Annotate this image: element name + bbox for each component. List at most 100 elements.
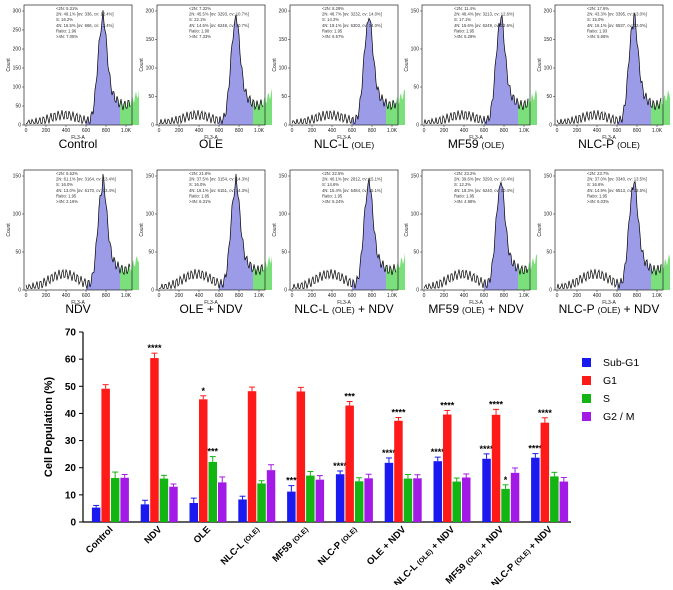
y-tick-label: 70 [65,328,77,339]
y-tick-label: 50 [413,85,419,91]
panel-caption: MF59 (OLE) + NDV [428,302,523,316]
x-tick-label: 800 [102,128,111,134]
bar [199,399,208,522]
y-tick-label: 0 [284,123,287,129]
y-tick-label: 50 [281,94,287,100]
y-tick-label: 0 [18,123,21,129]
x-tick-label: 600 [480,128,489,134]
stat-line: 2N: 49.1% [ov: 336, cv: 12.4%] [56,12,114,17]
stat-line: >4N: 5.29% [454,34,476,39]
plot-frame [289,4,399,126]
bar [287,491,296,522]
histogram-curve [159,173,264,290]
x-tick-label: 800 [368,128,377,134]
bar [91,507,101,522]
bar [443,414,452,522]
y-tick-label: 0 [151,123,154,129]
panel-caption: NLC-L (OLE) [314,137,375,151]
histogram-panel: 0 200 400 600 800 1.0K FL3-A 0 50 100 150 200 Count <… [537,4,670,151]
x-tick-label: 200 [308,293,317,299]
bar [403,478,413,522]
stat-line: S: 16.6% [587,182,604,187]
y-tick-label: 50 [413,250,419,256]
y-axis-label: Count [6,58,12,72]
panel-caption: Control [59,137,98,151]
stat-line: Ratio: 1.93 [587,28,608,33]
y-tick-label: 100 [13,212,22,218]
histogram-panel: 0 200 400 600 800 1.0K FL3-A 0 50 100 150 Count <2N:… [272,169,405,316]
stat-line: 2N: 48.4% [ov: 3213, cv: 12.6%] [454,12,514,17]
bar [550,476,559,522]
x-tick-label: 1.0K [387,293,398,299]
legend-label: Sub-G1 [603,357,639,369]
s-phase-fill [253,255,272,290]
panel-caption: NDV [65,302,90,316]
x-tick-label: 400 [593,293,602,299]
x-axis-label: FL3-A [602,300,616,306]
stat-line: Ratio: 1.95 [322,193,343,198]
category-subscript: (OLE) [243,526,261,544]
g1-peak-fill [86,10,120,126]
histogram-plot: 0 200 400 600 800 1.0K FL3-A 0 50 100 150 Count <2N:… [404,4,537,141]
histogram-plot: 0 200 400 600 800 1.0K FL3-A 0 50 100 150 200 Count <… [537,4,670,141]
significance-label: *** [207,447,218,457]
x-axis-label: FL3-A [337,300,351,306]
x-tick-label: 200 [175,293,184,299]
histogram-curve [556,180,662,290]
stat-line: S: 16.0% [56,182,73,187]
caption-subscript: (OLE) [352,140,375,150]
g1-peak-fill [352,18,386,125]
y-tick-label: 0 [151,288,154,294]
g1-peak-fill [352,178,386,290]
stat-line: S: 22.1% [189,17,206,22]
histogram-panel: 0 200 400 600 800 1.0K FL3-A 0 50 100 150 200 Count <… [139,4,272,151]
y-tick-label: 100 [544,66,553,72]
x-tick-label: 600 [82,293,91,299]
x-tick-label: 400 [195,293,204,299]
panel-caption: MF59 (OLE) [448,137,505,151]
bar [120,477,129,522]
bar [110,478,120,522]
stat-line: Ratio: 1.95 [56,193,77,198]
x-axis-label: FL3-A [469,300,483,306]
y-tick-label: 40 [65,409,77,420]
stat-line: 4N: 16.1% [ov: 6151, cv: 14.3%] [189,188,249,193]
x-axis-label: FL3-A [71,135,85,141]
y-tick-label: 150 [13,66,22,72]
stat-line: 2N: 37.5% [ov: 3154, cv: 14.3%] [189,177,249,182]
significance-label: **** [382,448,397,458]
significance-label: **** [147,343,162,353]
bar [218,482,227,522]
stat-line: Ratio: 1.95 [189,193,210,198]
y-tick-label: 300 [13,9,22,15]
x-tick-label: 1.0K [121,293,132,299]
bar [364,478,373,522]
histogram-plot: 0 200 400 600 800 1.0K FL3-A 0 50 100 150 200 250 300… [6,4,139,141]
panel-caption: NLC-L (OLE) + NDV [294,302,393,316]
bar [452,481,461,522]
histogram-curve [291,17,397,125]
stat-line: 4N: 15.4% [ov: 5484, cv: 15.1%] [322,188,382,193]
x-tick-label: 0 [158,128,161,134]
caption-main: MF59 [428,302,459,316]
caption-subscript: (OLE) [617,140,640,150]
y-tick-label: 150 [411,174,420,180]
histogram-plot: 0 200 400 600 800 1.0K FL3-A 0 50 100 150 Count <2N:… [6,169,139,306]
bar [247,391,257,522]
stat-line: S: 16.2% [56,17,73,22]
y-tick-label: 0 [549,288,552,294]
bar [306,475,315,522]
s-phase-fill [120,89,139,125]
y-tick-label: 100 [544,212,553,218]
category-suffix: + NDV [525,524,555,554]
legend-swatch [582,358,591,367]
y-tick-label: 100 [279,66,288,72]
stat-line: <2N: 17.6% [587,6,609,11]
histogram-plot: 0 200 400 600 800 1.0K FL3-A 0 50 100 150 200 Count <… [272,4,405,141]
bar [531,457,540,522]
category-label: OLE [192,524,214,546]
category-label: MF59 (OLE) [270,524,310,564]
x-tick-label: 200 [440,128,449,134]
stat-line: Ratio: 1.96 [56,28,77,33]
caption-main: NLC-P [578,137,614,151]
